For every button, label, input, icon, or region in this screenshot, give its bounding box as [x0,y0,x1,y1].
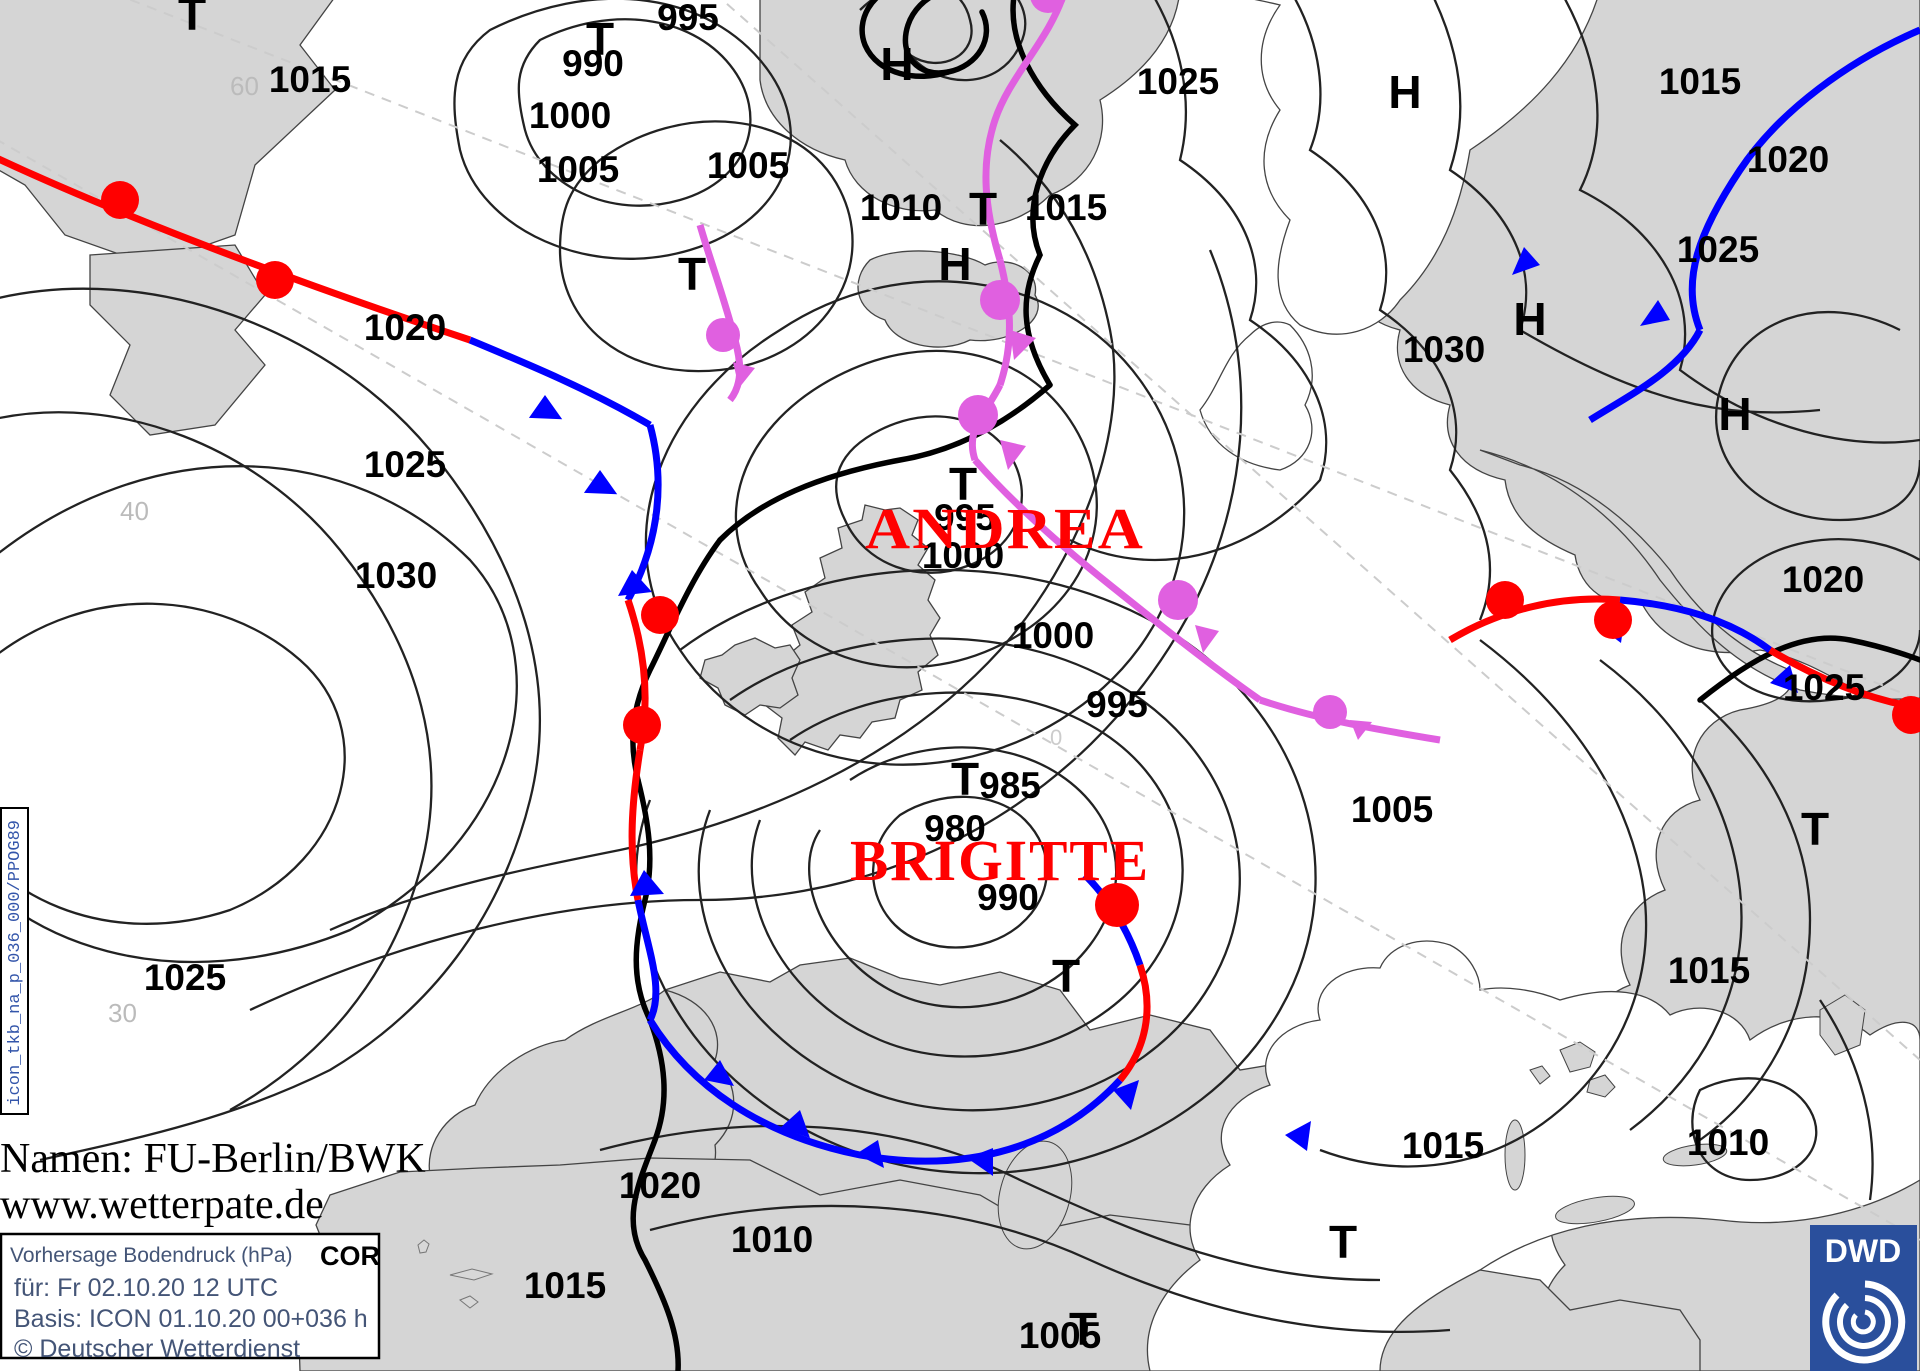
svg-text:995: 995 [657,0,719,38]
svg-text:DWD: DWD [1825,1233,1901,1269]
svg-text:H: H [1513,293,1546,345]
svg-text:1030: 1030 [355,555,437,596]
svg-text:BRIGITTE: BRIGITTE [850,828,1150,893]
svg-text:995: 995 [1086,684,1148,725]
svg-text:T: T [178,0,206,40]
svg-text:1015: 1015 [1402,1125,1484,1166]
svg-text:H: H [1388,66,1421,118]
svg-text:T: T [1801,803,1829,855]
svg-text:COR: COR [320,1241,380,1271]
svg-text:1015: 1015 [1659,61,1741,102]
svg-text:1015: 1015 [1668,950,1750,991]
svg-text:Namen: FU-Berlin/BWK: Namen: FU-Berlin/BWK [0,1136,426,1182]
svg-text:1025: 1025 [144,957,226,998]
svg-text:Basis: ICON 01.10.20 00+036 h: Basis: ICON 01.10.20 00+036 h [14,1305,368,1333]
svg-text:H: H [1718,388,1751,440]
svg-text:www.wetterpate.de: www.wetterpate.de [0,1182,324,1228]
svg-text:ANDREA: ANDREA [865,496,1145,561]
svg-text:60: 60 [230,71,259,101]
svg-text:icon_tkb_na_p_036_000/PPOG89: icon_tkb_na_p_036_000/PPOG89 [6,820,25,1106]
svg-text:1030: 1030 [1403,329,1485,370]
svg-text:1020: 1020 [1747,139,1829,180]
svg-text:1025: 1025 [364,444,446,485]
svg-text:1005: 1005 [1019,1315,1101,1356]
svg-text:1015: 1015 [269,59,351,100]
svg-text:für: Fr 02.10.20 12 UTC: für: Fr 02.10.20 12 UTC [14,1274,278,1302]
svg-text:1005: 1005 [707,145,789,186]
svg-text:40: 40 [120,496,149,526]
svg-text:1020: 1020 [1782,559,1864,600]
svg-text:T: T [1329,1216,1357,1268]
svg-text:T: T [678,248,706,300]
svg-text:1005: 1005 [1351,789,1433,830]
svg-text:1025: 1025 [1783,667,1865,708]
svg-text:1010: 1010 [731,1219,813,1260]
svg-text:1005: 1005 [537,149,619,190]
svg-text:1025: 1025 [1137,61,1219,102]
svg-text:1010: 1010 [860,187,942,228]
svg-text:© Deutscher Wetterdienst: © Deutscher Wetterdienst [14,1335,300,1363]
svg-text:1015: 1015 [1025,187,1107,228]
svg-text:1000: 1000 [1012,615,1094,656]
svg-text:1015: 1015 [524,1265,606,1306]
svg-text:1010: 1010 [1687,1122,1769,1163]
svg-text:1000: 1000 [529,95,611,136]
svg-text:Vorhersage Bodendruck (hPa): Vorhersage Bodendruck (hPa) [10,1244,293,1267]
svg-text:1025: 1025 [1677,229,1759,270]
svg-text:985: 985 [979,765,1041,806]
svg-text:T: T [951,753,979,805]
svg-text:H: H [880,38,913,90]
svg-text:0: 0 [1050,725,1062,750]
svg-text:T: T [1052,950,1080,1002]
svg-text:990: 990 [562,43,624,84]
svg-text:H: H [938,238,971,290]
svg-text:T: T [969,183,997,235]
svg-text:1020: 1020 [619,1165,701,1206]
svg-text:30: 30 [108,998,137,1028]
svg-text:1020: 1020 [364,307,446,348]
